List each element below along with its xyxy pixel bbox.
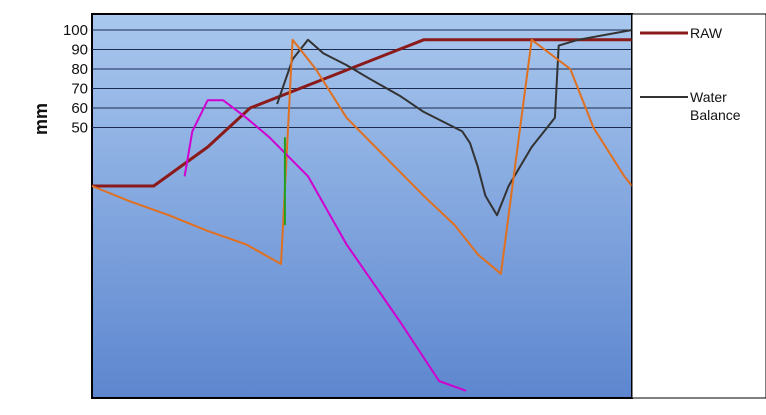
y-axis-title: mm	[31, 103, 51, 135]
legend-box	[631, 13, 766, 399]
legend-label-word: RAW	[690, 25, 723, 41]
y-tick-label: 100	[63, 22, 88, 39]
y-tick-label: 60	[71, 100, 88, 117]
y-tick-label: 80	[71, 61, 88, 78]
legend-label-word: Water	[690, 89, 727, 105]
series-line-series-2	[91, 38, 633, 275]
series-line-water-balance	[276, 29, 633, 217]
series-line-series-3	[183, 99, 467, 392]
y-tick-label: 50	[71, 120, 88, 137]
series-line-raw	[92, 38, 632, 188]
y-tick-label: 70	[71, 81, 88, 98]
legend-label-word: Balance	[690, 107, 741, 123]
legend-label: Water Balance	[690, 89, 741, 123]
plot-area	[91, 13, 633, 399]
legend-label: RAW	[690, 25, 723, 41]
y-tick-label: 90	[71, 42, 88, 59]
